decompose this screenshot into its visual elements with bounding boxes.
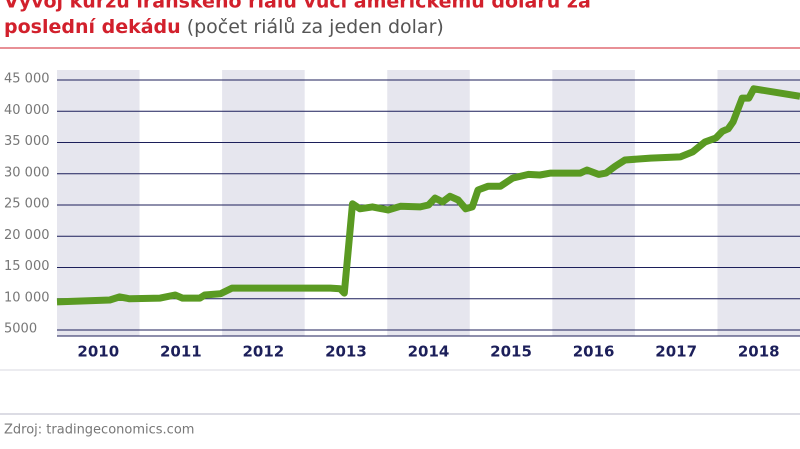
y-tick-label: 40 000: [4, 103, 50, 118]
year-band: [717, 70, 800, 336]
x-tick-label: 2017: [655, 343, 697, 361]
year-band: [57, 70, 140, 336]
chart-title-line: poslední dekádu (počet riálů za jeden dol…: [4, 16, 444, 38]
y-tick-label: 30 000: [4, 165, 50, 180]
source: Zdroj: tradingeconomics.com: [4, 423, 194, 438]
year-band: [552, 70, 635, 336]
y-tick-label: 10 000: [4, 290, 50, 305]
chart-title: poslední dekádu: [4, 16, 181, 38]
x-tick-label: 2012: [243, 343, 285, 361]
x-tick-label: 2016: [573, 343, 615, 361]
y-tick-label: 45 000: [4, 72, 50, 87]
year-band: [222, 70, 305, 336]
y-tick-label: 15 000: [4, 259, 50, 274]
plot: 2010 2011 2012 2013 2014 2015 2016 2017 2018 5000…: [0, 70, 800, 371]
x-tick-label: 2015: [490, 343, 532, 361]
x-tick-label: 2018: [738, 343, 780, 361]
y-tick-label: 5000: [4, 322, 37, 337]
x-tick-label: 2011: [160, 343, 202, 361]
chart-subtitle: (počet riálů za jeden dolar): [187, 16, 444, 38]
y-tick-label: 25 000: [4, 197, 50, 212]
data-line: [56, 85, 800, 306]
x-tick-label: 2014: [408, 343, 450, 361]
y-tick-label: 35 000: [4, 134, 50, 149]
x-tick-label: 2013: [325, 343, 367, 361]
chart-title: Vývoj kurzu íránského riálu vůči americk…: [4, 0, 591, 13]
y-tick-label: 20 000: [4, 228, 50, 243]
x-tick-label: 2010: [77, 343, 119, 361]
